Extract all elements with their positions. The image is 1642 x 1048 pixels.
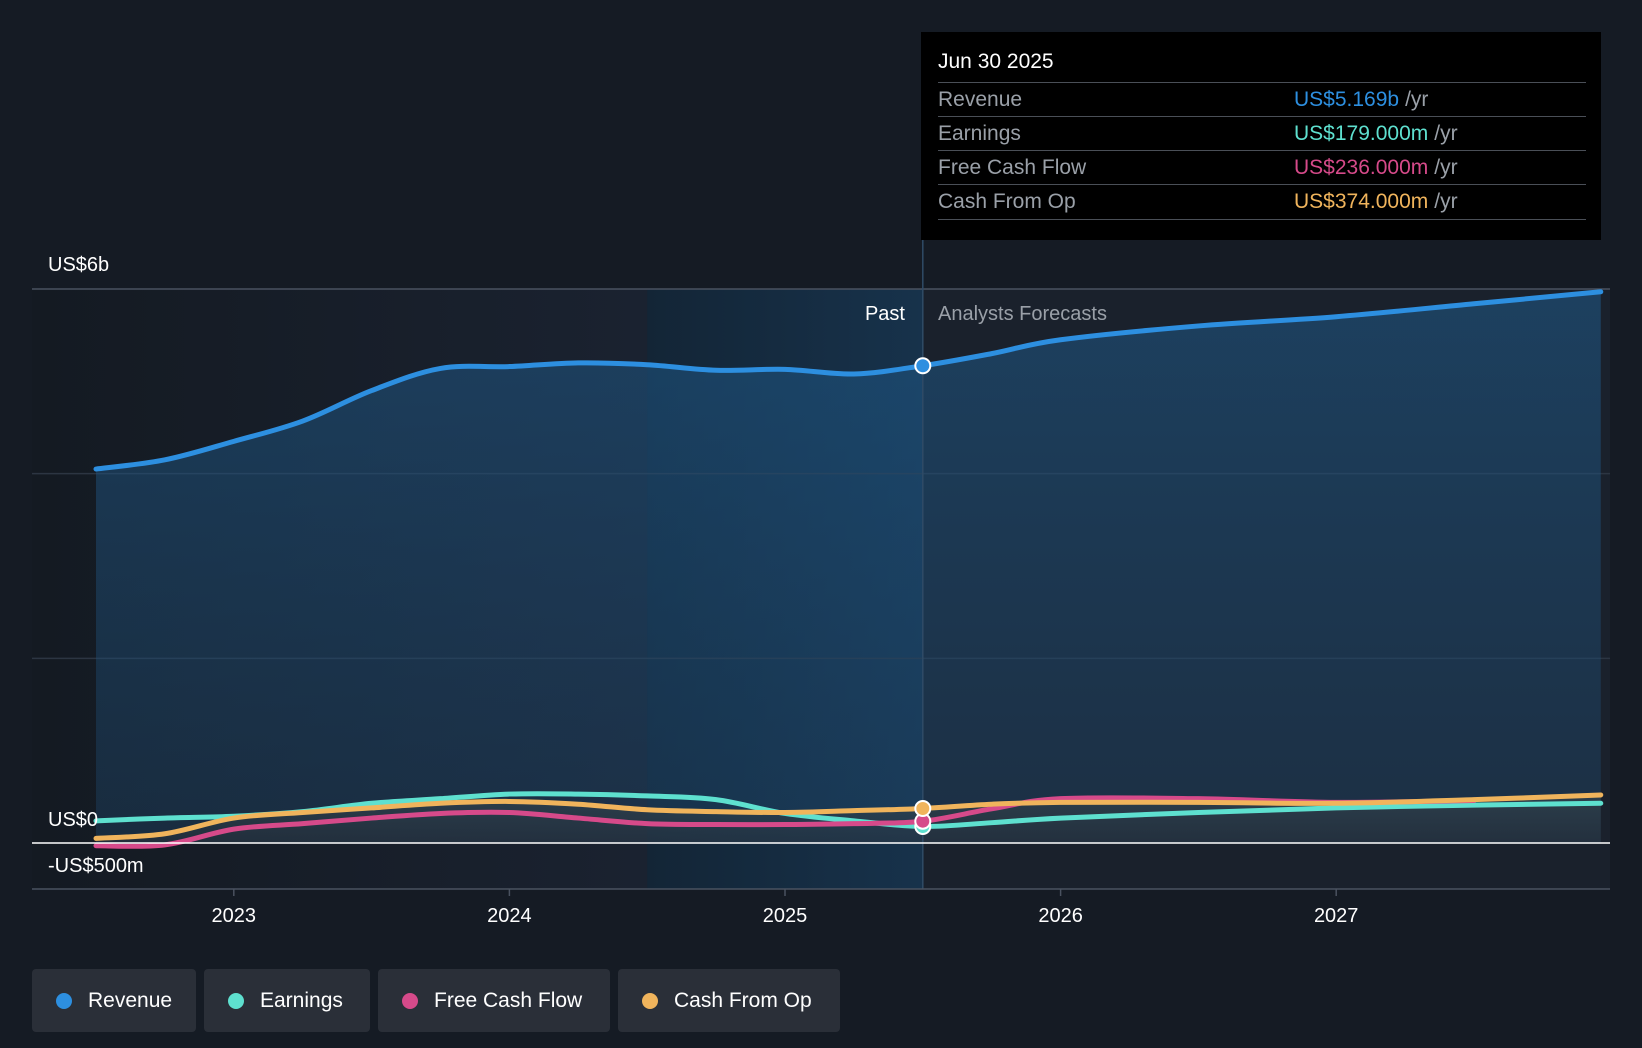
tooltip-unit: /yr	[1434, 156, 1458, 179]
tooltip-row-cash-from-op: Cash From Op US$374.000m/yr	[938, 184, 1586, 220]
x-tick-label: 2027	[1314, 905, 1359, 927]
x-tick-label: 2024	[487, 905, 532, 927]
tooltip-row-revenue: Revenue US$5.169b/yr	[938, 82, 1586, 117]
legend-label: Cash From Op	[674, 988, 812, 1012]
tooltip-date: Jun 30 2025	[938, 50, 1054, 73]
revenue-area	[96, 291, 1601, 843]
legend-cash-from-op-button[interactable]: Cash From Op	[618, 969, 840, 1032]
cash-from-op-marker	[914, 799, 932, 817]
tooltip-label: Earnings	[938, 122, 1021, 145]
tooltip-label: Free Cash Flow	[938, 156, 1087, 179]
free-cash-flow-line	[93, 795, 1477, 849]
tooltip-value: US$5.169b	[1294, 88, 1400, 111]
legend-dot-icon	[642, 992, 658, 1009]
legend-earnings-button[interactable]: Earnings	[204, 969, 370, 1032]
tooltip: Jun 30 2025 Revenue US$5.169b/yr Earning…	[921, 32, 1601, 240]
legend-label: Free Cash Flow	[434, 988, 583, 1012]
tooltip-value: US$179.000m	[1294, 122, 1429, 145]
y-bottom-label: -US$500m	[48, 855, 144, 877]
legend-label: Revenue	[88, 988, 173, 1012]
legend-dot-icon	[56, 992, 72, 1009]
tooltip-value-wrap: US$374.000m/yr	[1294, 190, 1458, 214]
legend-label: Earnings	[260, 988, 343, 1012]
tooltip-unit: /yr	[1434, 190, 1458, 213]
tooltip-unit: /yr	[1405, 88, 1429, 111]
past-label: Past	[865, 303, 905, 325]
y-top-label: US$6b	[48, 254, 109, 276]
x-tick-label: 2026	[1038, 905, 1083, 927]
tooltip-unit: /yr	[1434, 122, 1458, 145]
cash-from-op-line	[93, 792, 1604, 841]
tooltip-label: Revenue	[938, 88, 1023, 111]
tooltip-row-free-cash-flow: Free Cash Flow US$236.000m/yr	[938, 150, 1586, 185]
legend-dot-icon	[228, 992, 244, 1009]
tooltip-value-wrap: US$236.000m/yr	[1294, 156, 1458, 180]
x-tick-label: 2025	[763, 905, 808, 927]
legend-free-cash-flow-button[interactable]: Free Cash Flow	[378, 969, 610, 1032]
tooltip-value-wrap: US$5.169b/yr	[1294, 88, 1428, 112]
legend-revenue-button[interactable]: Revenue	[32, 969, 196, 1032]
legend-dot-icon	[402, 992, 418, 1009]
y-zero-label: US$0	[48, 809, 98, 831]
revenue-marker	[914, 357, 932, 375]
tooltip-label: Cash From Op	[938, 190, 1076, 213]
revenue-line	[93, 289, 1604, 472]
tooltip-row-earnings: Earnings US$179.000m/yr	[938, 116, 1586, 151]
forecast-label: Analysts Forecasts	[938, 303, 1107, 325]
x-tick-label: 2023	[212, 905, 257, 927]
tooltip-value: US$236.000m	[1294, 156, 1429, 179]
tooltip-value-wrap: US$179.000m/yr	[1294, 122, 1458, 146]
tooltip-value: US$374.000m	[1294, 190, 1429, 213]
